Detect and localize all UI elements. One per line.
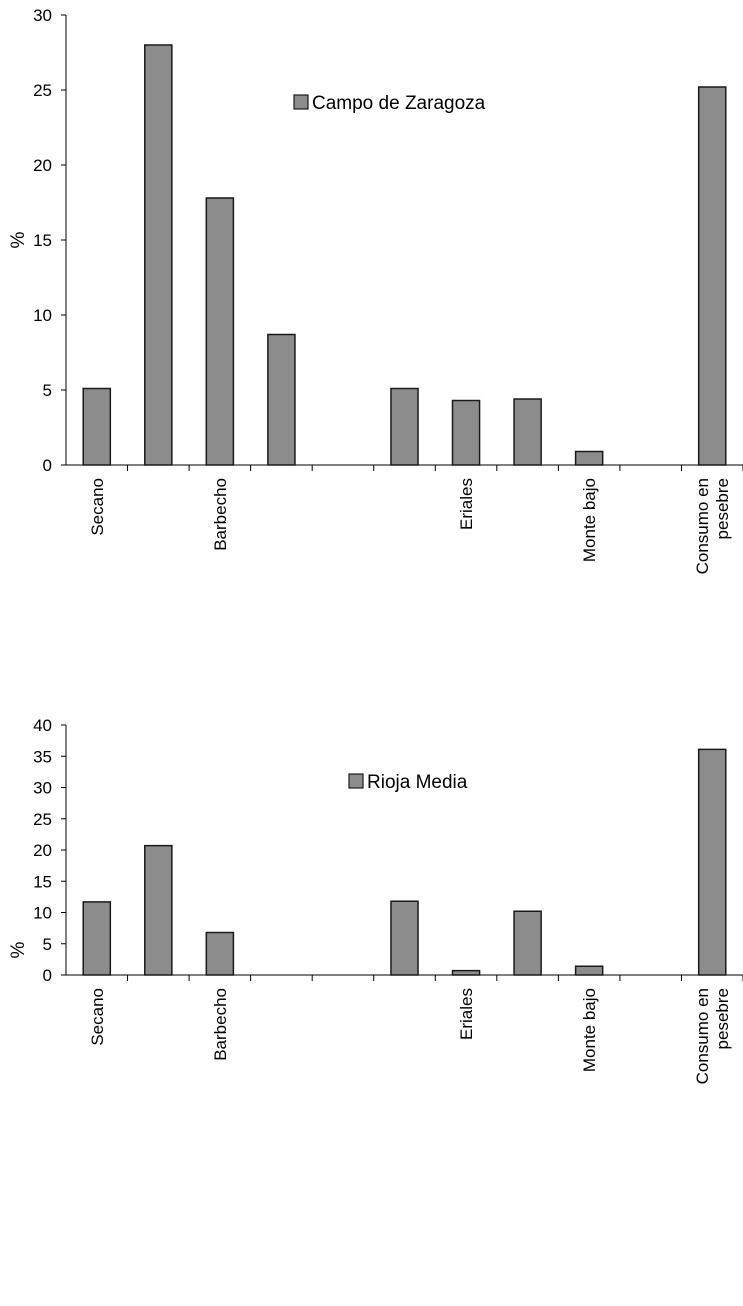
- y-axis-label: %: [8, 941, 29, 958]
- bar: [574, 965, 604, 976]
- x-tick-label: Eriales: [457, 478, 476, 530]
- x-tick-label: Secano: [88, 988, 107, 1046]
- bar: [697, 748, 727, 976]
- bar: [513, 910, 542, 976]
- bar: [205, 197, 235, 466]
- legend-label: Campo de Zaragoza: [312, 93, 486, 114]
- x-tick-label: Monte bajo: [580, 478, 599, 562]
- x-tick-label-line: Eriales: [457, 478, 476, 530]
- bar: [205, 931, 235, 976]
- bar: [574, 450, 604, 466]
- x-tick-label-line: Barbecho: [211, 478, 230, 551]
- bar: [451, 399, 481, 466]
- legend-swatch: [348, 773, 364, 789]
- y-tick-label: 25: [33, 810, 52, 829]
- y-axis-label: %: [8, 231, 29, 248]
- x-tick-label-line: pesebre: [713, 988, 732, 1049]
- y-tick-label: 10: [33, 904, 52, 923]
- y-tick-label: 5: [43, 935, 52, 954]
- y-tick-label: 15: [33, 872, 52, 891]
- x-tick-label-line: Eriales: [457, 988, 476, 1040]
- x-tick-label-line: Monte bajo: [580, 478, 599, 562]
- bar: [267, 333, 296, 466]
- x-tick-label: Barbecho: [211, 478, 230, 551]
- y-tick-label: 30: [33, 779, 52, 798]
- x-tick-label-line: Secano: [88, 478, 107, 536]
- chart-1-svg: 0 5 10 15 20 25 30% Secano Barbecho Eriales Monte …: [8, 6, 743, 574]
- bar: [82, 387, 112, 466]
- bar: [390, 900, 419, 976]
- bar: [144, 44, 173, 466]
- bar: [390, 387, 419, 466]
- bar: [451, 969, 481, 976]
- y-tick-label: 5: [43, 381, 52, 400]
- y-tick-label: 0: [43, 456, 52, 475]
- x-tick-label-line: Barbecho: [211, 988, 230, 1061]
- x-tick-label: Consumo enpesebre: [693, 478, 732, 574]
- bar: [144, 844, 173, 976]
- y-tick-label: 20: [33, 841, 52, 860]
- x-tick-label: Consumo enpesebre: [693, 988, 732, 1084]
- y-tick-label: 15: [33, 231, 52, 250]
- y-tick-label: 35: [33, 747, 52, 766]
- x-tick-label: Monte bajo: [580, 988, 599, 1072]
- legend-swatch: [293, 94, 309, 110]
- x-tick-label: Barbecho: [211, 988, 230, 1061]
- y-tick-label: 20: [33, 156, 52, 175]
- x-tick-label-line: Monte bajo: [580, 988, 599, 1072]
- legend-label: Rioja Media: [367, 772, 468, 793]
- chart-campo-de-zaragoza: 0 5 10 15 20 25 30% Secano Barbecho Eriales Monte …: [0, 0, 743, 620]
- x-tick-label-line: pesebre: [713, 478, 732, 539]
- y-tick-label: 40: [33, 716, 52, 735]
- bar: [82, 901, 112, 976]
- x-tick-label: Secano: [88, 478, 107, 536]
- x-tick-label-line: Consumo en: [693, 988, 712, 1084]
- x-tick-label-line: Secano: [88, 988, 107, 1046]
- y-tick-label: 25: [33, 81, 52, 100]
- bar: [697, 86, 727, 466]
- chart-rioja-media: 0 5 10 15 20 25 30 35 40% Secano Barbecho Eriales Mo…: [0, 700, 743, 1306]
- bar: [513, 398, 542, 466]
- x-tick-label: Eriales: [457, 988, 476, 1040]
- chart-2-svg: 0 5 10 15 20 25 30 35 40% Secano Barbecho Eriales Mo…: [8, 716, 743, 1084]
- y-tick-label: 0: [43, 966, 52, 985]
- y-tick-label: 10: [33, 306, 52, 325]
- x-tick-label-line: Consumo en: [693, 478, 712, 574]
- y-tick-label: 30: [33, 6, 52, 25]
